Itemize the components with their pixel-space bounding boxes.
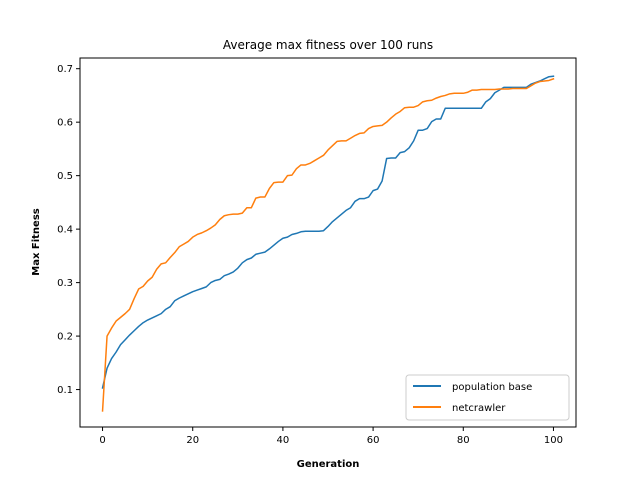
y-axis-ticks: 0.1 0.2 0.3 0.4 0.5 0.6 0.7 bbox=[57, 64, 80, 396]
series-line-netcrawler bbox=[101, 77, 555, 412]
x-tick-label: 20 bbox=[186, 435, 199, 446]
y-tick-label: 0.1 bbox=[57, 385, 73, 396]
y-tick-label: 0.7 bbox=[57, 64, 73, 75]
x-tick-label: 60 bbox=[367, 435, 380, 446]
x-axis-ticks: 0 20 40 60 80 100 bbox=[99, 427, 563, 446]
legend-box bbox=[405, 374, 570, 421]
series-line-population-base bbox=[101, 75, 555, 389]
plot-frame bbox=[79, 57, 577, 428]
x-tick-label: 80 bbox=[457, 435, 470, 446]
series-layer bbox=[101, 75, 555, 412]
y-tick-label: 0.5 bbox=[57, 171, 73, 182]
y-tick-label: 0.2 bbox=[57, 332, 73, 343]
x-tick-label: 100 bbox=[544, 435, 563, 446]
x-tick-label: 0 bbox=[99, 435, 105, 446]
y-tick-label: 0.4 bbox=[57, 225, 73, 236]
legend: population base netcrawler bbox=[405, 374, 570, 421]
y-tick-label: 0.3 bbox=[57, 278, 73, 289]
x-axis-label: Generation bbox=[297, 459, 360, 470]
legend-label-population-base: population base bbox=[452, 382, 532, 393]
x-tick-label: 40 bbox=[277, 435, 290, 446]
chart-title: Average max fitness over 100 runs bbox=[223, 38, 433, 52]
y-axis-label: Max Fitness bbox=[31, 208, 42, 276]
y-tick-label: 0.6 bbox=[57, 118, 73, 129]
legend-label-netcrawler: netcrawler bbox=[452, 403, 506, 414]
